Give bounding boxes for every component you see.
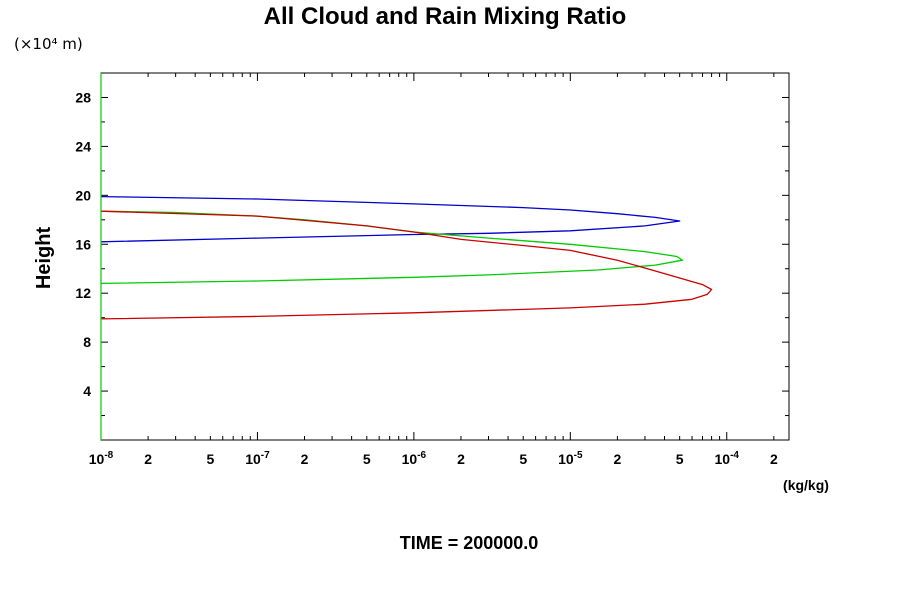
y-tick-label: 4 [83, 383, 91, 399]
plot-frame [100, 72, 790, 441]
x-tick-label: 2 [144, 451, 152, 467]
x-tick-label: 5 [676, 451, 684, 467]
y-axis-ticks: 4 8 12 16 20 24 28 [75, 89, 789, 417]
x-tick-label: 2 [770, 451, 778, 467]
y-tick-label: 8 [83, 334, 91, 350]
x-tick-label: 10-8 [89, 450, 114, 467]
x-axis-label: (kg/kg) [783, 477, 829, 493]
x-tick-label: 10-4 [715, 450, 740, 467]
y-axis-label: Height [33, 227, 55, 290]
x-tick-label: 5 [519, 451, 527, 467]
series-layer [100, 195, 713, 320]
chart-title: All Cloud and Rain Mixing Ratio [264, 3, 627, 30]
x-axis-ticks: 10-8 2 5 10-7 2 5 10-6 2 5 10-5 2 5 10-4 2 [89, 73, 778, 467]
x-tick-label: 5 [363, 451, 371, 467]
series-line-1 [100, 195, 681, 243]
y-tick-label: 28 [75, 89, 91, 105]
x-tick-label: 10-5 [558, 450, 583, 467]
x-tick-label: 2 [301, 451, 309, 467]
time-label: TIME = 200000.0 [400, 533, 539, 553]
y-tick-label: 16 [75, 236, 91, 252]
y-tick-label: 24 [75, 138, 91, 154]
series-line-2 [100, 210, 683, 285]
y-tick-label: 12 [75, 285, 91, 301]
x-tick-label: 2 [457, 451, 465, 467]
y-tick-label: 20 [75, 187, 91, 203]
x-tick-label: 2 [614, 451, 622, 467]
x-tick-label: 10-6 [402, 450, 427, 467]
x-tick-label: 5 [206, 451, 214, 467]
x-tick-label: 10-7 [245, 450, 270, 467]
series-line-3 [100, 210, 713, 320]
y-unit-label: (×10⁴ m) [14, 35, 83, 53]
